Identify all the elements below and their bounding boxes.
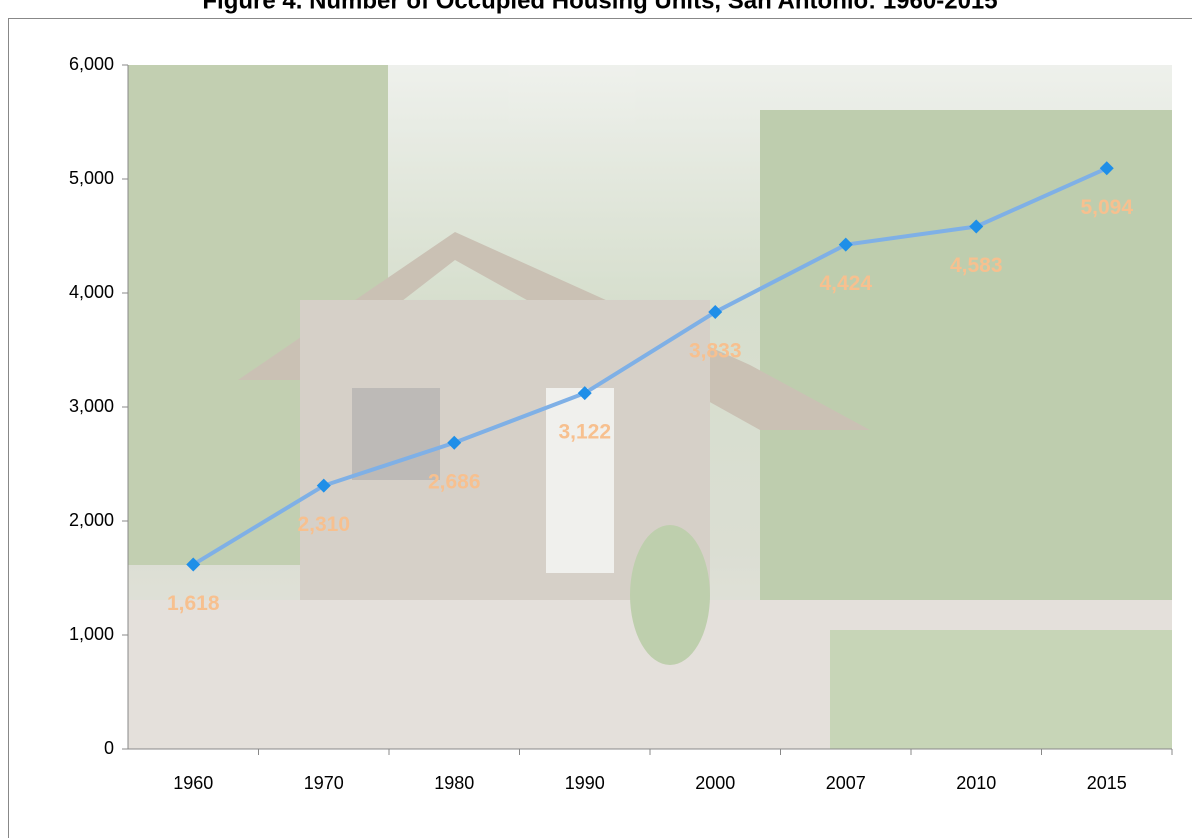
data-label: 2,686 [428,470,481,493]
y-tick-label: 3,000 [69,396,114,416]
background-photo [128,65,1172,749]
y-tick-label: 5,000 [69,168,114,188]
data-label: 5,094 [1080,196,1133,219]
y-tick-label: 6,000 [69,54,114,74]
chart: Figure 4. Number of Occupied Housing Uni… [0,0,1192,838]
x-tick-label: 2007 [826,773,866,793]
x-tick-label: 2015 [1087,773,1127,793]
data-label: 4,583 [950,254,1003,277]
data-label: 4,424 [819,272,872,295]
y-tick-label: 2,000 [69,510,114,530]
y-tick-label: 1,000 [69,624,114,644]
x-tick-label: 1990 [565,773,605,793]
x-tick-label: 1970 [304,773,344,793]
data-label: 2,310 [297,513,350,536]
y-tick-label: 0 [104,738,114,758]
x-tick-label: 1960 [173,773,213,793]
x-tick-label: 2000 [695,773,735,793]
data-label: 3,833 [689,340,742,363]
data-label: 3,122 [558,421,611,444]
y-tick-label: 4,000 [69,282,114,302]
chart-title: Figure 4. Number of Occupied Housing Uni… [202,0,997,14]
data-label: 1,618 [167,592,220,615]
x-tick-label: 1980 [434,773,474,793]
x-tick-label: 2010 [956,773,996,793]
